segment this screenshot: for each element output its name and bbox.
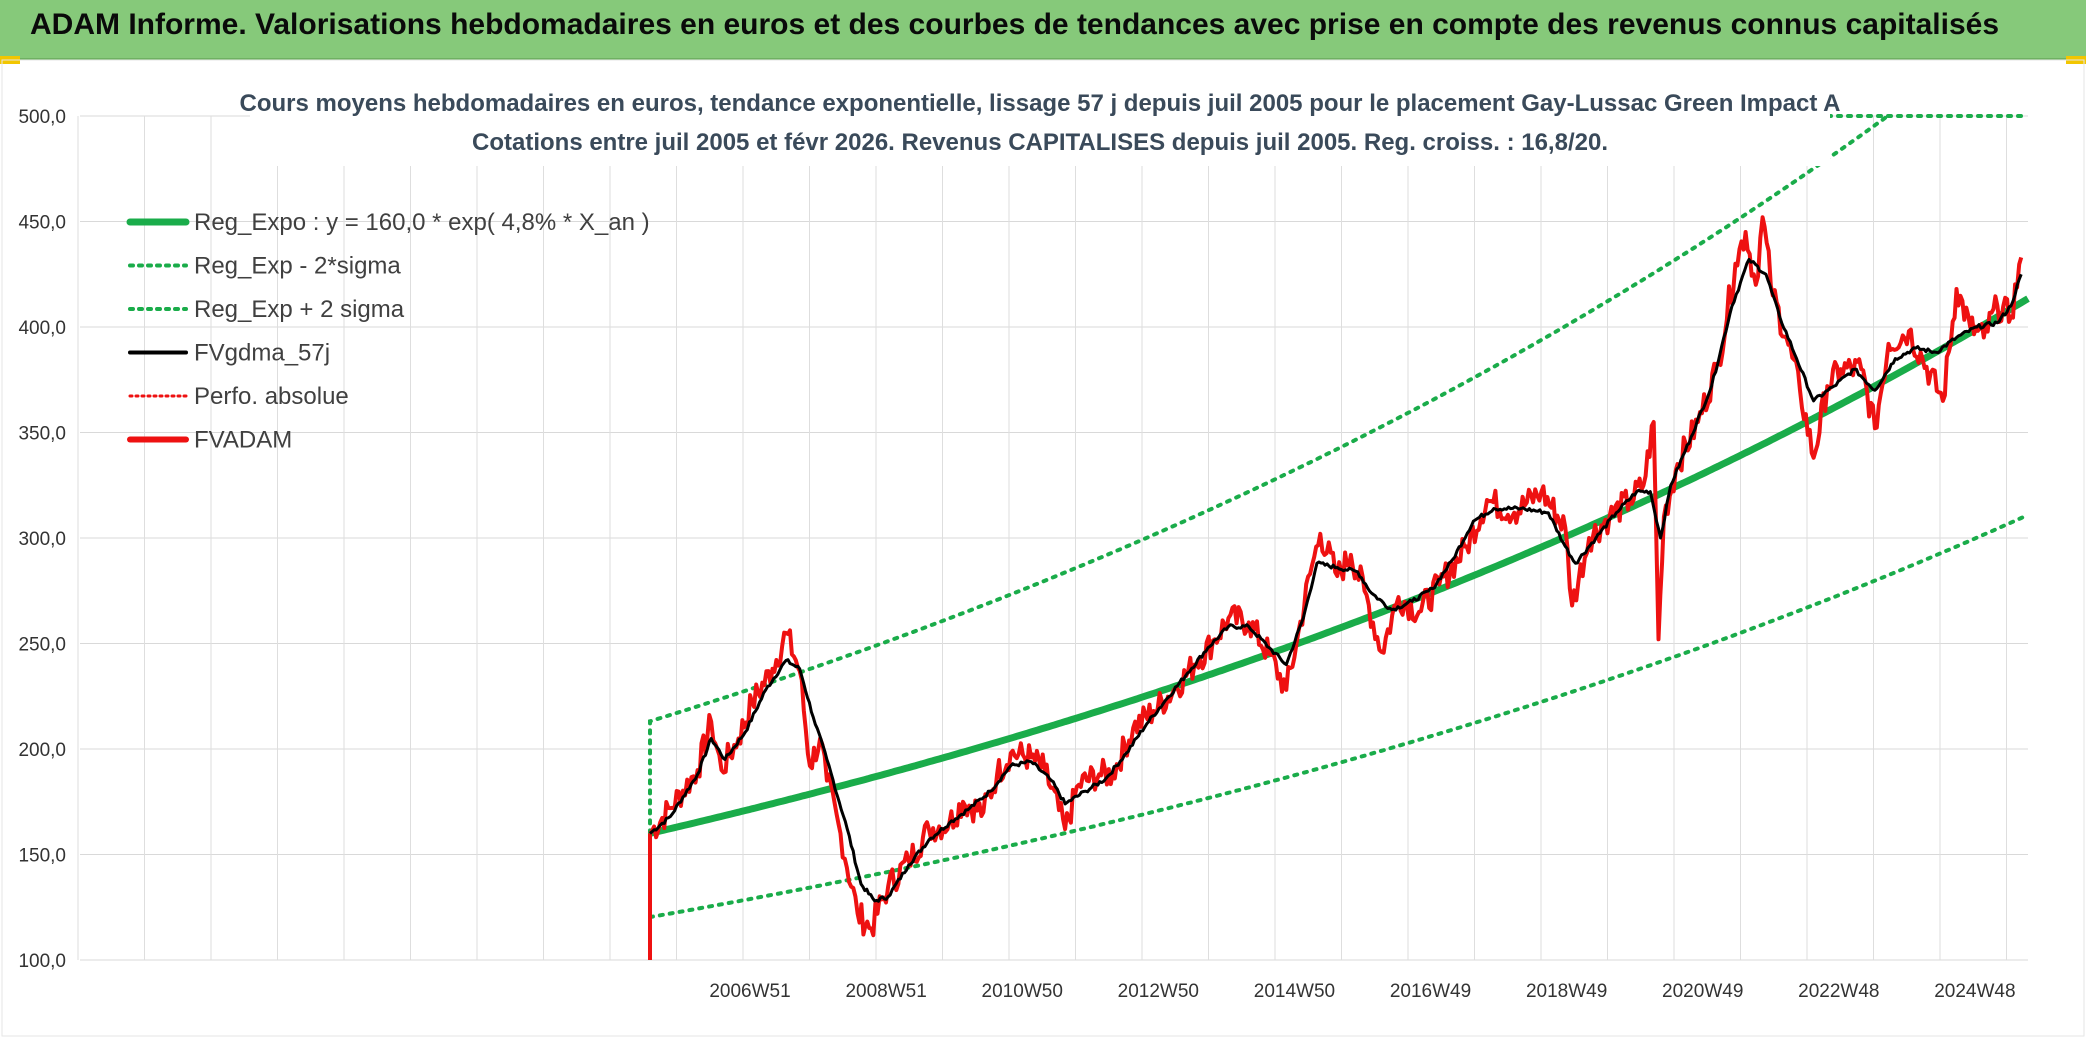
report-title: ADAM Informe. Valorisations hebdomadaire…: [30, 8, 1999, 41]
legend-label: FVADAM: [194, 427, 292, 454]
title-background: [250, 80, 1830, 166]
x-tick-label: 2014W50: [1254, 981, 1335, 1002]
legend: Reg_Expo : y = 160,0 * exp( 4,8% * X_an …: [126, 209, 650, 454]
x-tick-label: 2016W49: [1390, 981, 1471, 1002]
x-tick-label: 2012W50: [1118, 981, 1199, 1002]
series-fvgdma: [649, 258, 2023, 903]
x-tick-label: 2018W49: [1526, 981, 1607, 1002]
legend-label: Perfo. absolue: [194, 383, 349, 410]
y-tick-label: 450,0: [18, 213, 66, 234]
series-lower-band: [648, 513, 2030, 920]
legend-label: Reg_Exp - 2*sigma: [194, 253, 401, 280]
plot-border: [1, 59, 2085, 1037]
series-fvadam: [648, 215, 2024, 938]
x-tick-label: 2022W48: [1798, 981, 1879, 1002]
y-tick-label: 400,0: [18, 318, 66, 339]
y-tick-label: 150,0: [18, 846, 66, 867]
y-tick-label: 100,0: [18, 951, 66, 972]
x-tick-label: 2008W51: [845, 981, 926, 1002]
grid: [77, 115, 2028, 961]
chart-title-line-2: Cotations entre juil 2005 et févr 2026. …: [472, 129, 1608, 156]
legend-label: FVgdma_57j: [194, 340, 330, 367]
x-tick-label: 2020W49: [1662, 981, 1743, 1002]
legend-label: Reg_Exp + 2 sigma: [194, 296, 405, 323]
y-tick-label: 350,0: [18, 424, 66, 445]
series-reg-expo: [649, 295, 2030, 837]
legend-label: Reg_Expo : y = 160,0 * exp( 4,8% * X_an …: [194, 209, 650, 236]
x-axis: 2006W51 2008W51 2010W50 2012W50 2014W50 2016W…: [709, 981, 2015, 1002]
y-tick-label: 500,0: [18, 107, 66, 128]
y-axis: 500,0 450,0 400,0 350,0 300,0 250,0 200,0 150,0…: [18, 107, 66, 972]
chart-title-line-1: Cours moyens hebdomadaires en euros, ten…: [240, 90, 1841, 117]
series-lines: [648, 114, 2030, 960]
y-tick-label: 200,0: [18, 740, 66, 761]
x-tick-label: 2010W50: [982, 981, 1063, 1002]
x-tick-label: 2024W48: [1934, 981, 2015, 1002]
chart-title: Cours moyens hebdomadaires en euros, ten…: [240, 80, 1841, 166]
y-tick-label: 250,0: [18, 635, 66, 656]
series-upper-band: [648, 115, 1888, 836]
report-header: ADAM Informe. Valorisations hebdomadaire…: [0, 0, 2086, 60]
y-tick-label: 300,0: [18, 529, 66, 550]
x-tick-label: 2006W51: [709, 981, 790, 1002]
